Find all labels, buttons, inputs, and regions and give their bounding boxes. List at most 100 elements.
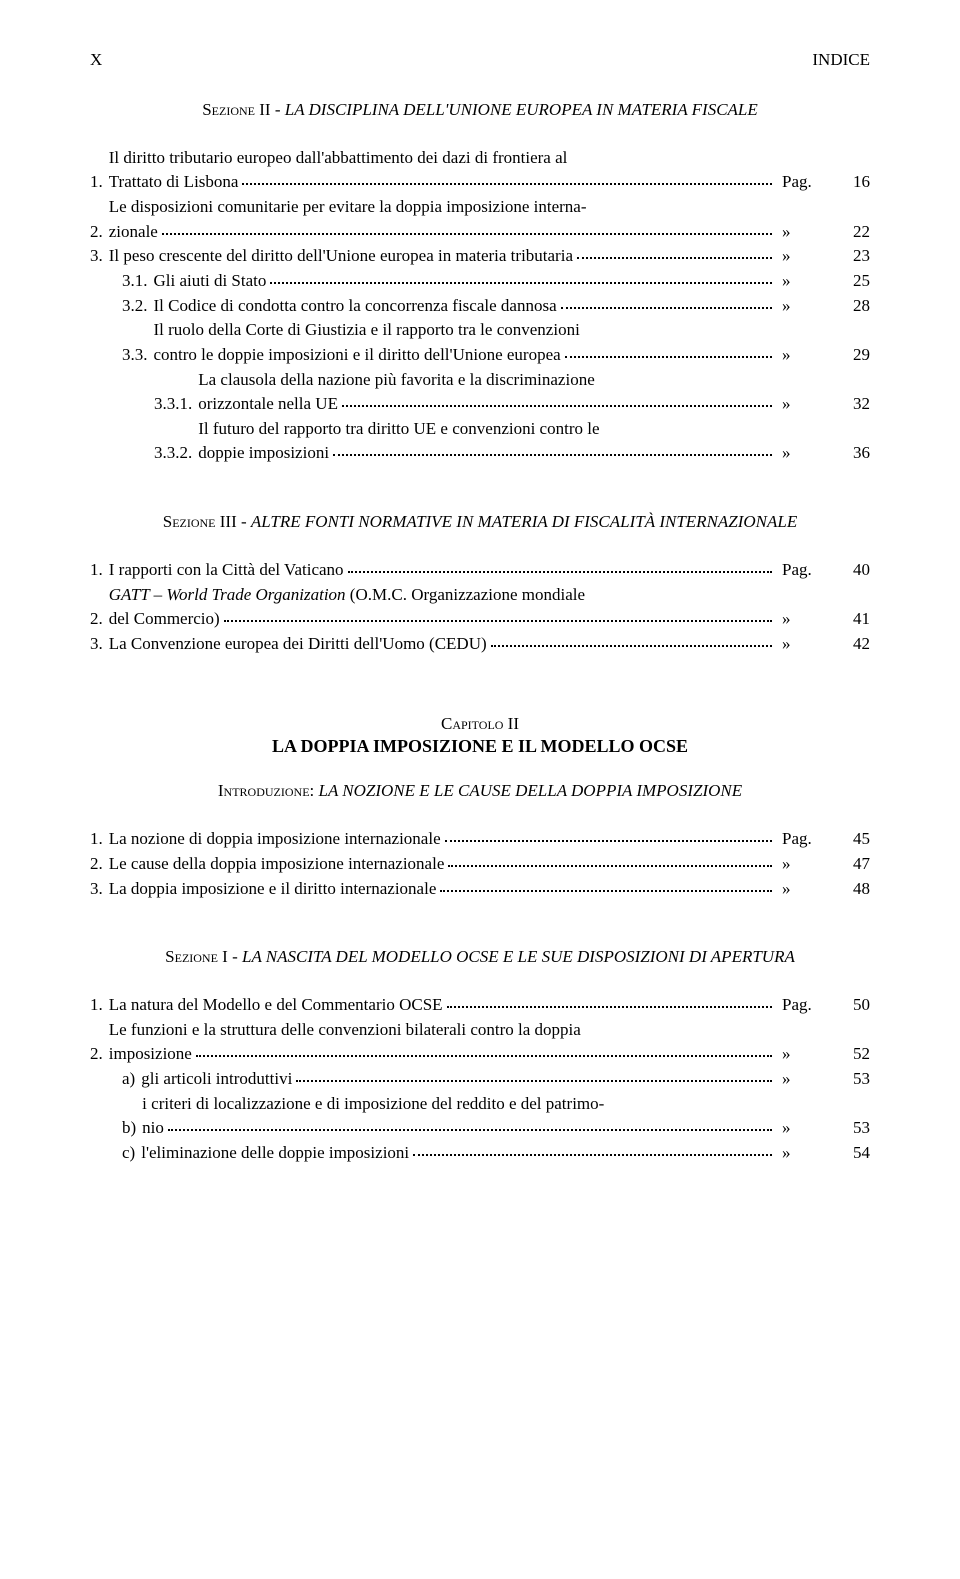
toc-text-last: I rapporti con la Città del Vaticano (109, 558, 344, 583)
toc-sep: » (776, 632, 830, 657)
toc-num: 3.2. (122, 294, 154, 319)
toc-label: Il diritto tributario europeo dall'abbat… (109, 146, 776, 195)
running-header: X INDICE (90, 50, 870, 70)
leader-dots (448, 856, 772, 867)
dash: - (241, 512, 251, 531)
toc-row: 3.1. Gli aiuti di Stato » 25 (90, 269, 870, 294)
toc-page: 25 (830, 269, 870, 294)
toc-page: 41 (830, 607, 870, 632)
toc-sep: » (776, 269, 830, 294)
toc-sep: » (776, 244, 830, 269)
toc-label: Il Codice di condotta contro la concorre… (154, 294, 777, 319)
section-subtitle: ALTRE FONTI NORMATIVE IN MATERIA DI FISC… (251, 512, 797, 531)
toc-page: 28 (830, 294, 870, 319)
toc-num: 2. (90, 607, 109, 632)
toc-row: 2. Le cause della doppia imposizione int… (90, 852, 870, 877)
toc-text-line: Il ruolo della Corte di Giustizia e il r… (154, 318, 777, 343)
toc-text-last: Trattato di Lisbona (109, 170, 239, 195)
toc-page: 45 (830, 827, 870, 852)
intro-title: Introduzione: LA NOZIONE E LE CAUSE DELL… (90, 779, 870, 803)
toc-page: 36 (830, 441, 870, 466)
toc-row: 2. Le disposizioni comunitarie per evita… (90, 195, 870, 244)
toc-text-last: La Convenzione europea dei Diritti dell'… (109, 632, 487, 657)
chapter-title: LA DOPPIA IMPOSIZIONE E IL MODELLO OCSE (90, 736, 870, 757)
toc-label: La clausola della nazione più favorita e… (198, 368, 776, 417)
toc-label: i criteri di localizzazione e di imposiz… (142, 1092, 776, 1141)
toc-num: 3.3.1. (154, 392, 198, 417)
leader-dots (561, 297, 772, 308)
toc-text-last: La doppia imposizione e il diritto inter… (109, 877, 437, 902)
section-3-toc: 1. I rapporti con la Città del Vaticano … (90, 558, 870, 657)
section-i-title: Sezione I - LA NASCITA DEL MODELLO OCSE … (90, 945, 870, 969)
toc-label: Gli aiuti di Stato (154, 269, 777, 294)
toc-label: La doppia imposizione e il diritto inter… (109, 877, 776, 902)
toc-sep: Pag. (776, 993, 830, 1018)
toc-sep: Pag. (776, 827, 830, 852)
toc-label: Le funzioni e la struttura delle convenz… (109, 1018, 776, 1067)
toc-text-last: La nozione di doppia imposizione interna… (109, 827, 441, 852)
toc-page: 53 (830, 1116, 870, 1141)
italic-span: GATT – World Trade Organization (109, 585, 346, 604)
toc-text-last: contro le doppie imposizioni e il diritt… (154, 343, 561, 368)
section-3-title: Sezione III - ALTRE FONTI NORMATIVE IN M… (90, 510, 870, 534)
toc-label: Le cause della doppia imposizione intern… (109, 852, 776, 877)
leader-dots (447, 997, 772, 1008)
toc-text-last: Il peso crescente del diritto dell'Union… (109, 244, 573, 269)
toc-sep: Pag. (776, 558, 830, 583)
chapter-label: Capitolo II (90, 714, 870, 734)
leader-dots (162, 223, 772, 234)
section-prefix: Sezione I (165, 947, 228, 966)
toc-page: 16 (830, 170, 870, 195)
intro-prefix: Introduzione: (218, 781, 314, 800)
toc-sep: » (776, 392, 830, 417)
toc-page: 22 (830, 220, 870, 245)
toc-num: 3.1. (122, 269, 154, 294)
toc-text-last: Le cause della doppia imposizione intern… (109, 852, 445, 877)
toc-row: 1. Il diritto tributario europeo dall'ab… (90, 146, 870, 195)
section-prefix: Sezione III (163, 512, 237, 531)
toc-num: 3.3.2. (154, 441, 198, 466)
section-subtitle: LA NASCITA DEL MODELLO OCSE E LE SUE DIS… (242, 947, 795, 966)
leader-dots (270, 273, 772, 284)
dash: - (232, 947, 242, 966)
toc-row: 3.2. Il Codice di condotta contro la con… (90, 294, 870, 319)
toc-text-last: nio (142, 1116, 164, 1141)
toc-row: 2. GATT – World Trade Organization (O.M.… (90, 583, 870, 632)
toc-label: l'eliminazione delle doppie imposizioni (141, 1141, 776, 1166)
toc-label: La nozione di doppia imposizione interna… (109, 827, 776, 852)
toc-sep: » (776, 1141, 830, 1166)
toc-num: 1. (90, 170, 109, 195)
section-prefix: Sezione II (202, 100, 270, 119)
toc-text-last: La natura del Modello e del Commentario … (109, 993, 443, 1018)
toc-page: 23 (830, 244, 870, 269)
toc-page: 42 (830, 632, 870, 657)
toc-text-line: La clausola della nazione più favorita e… (198, 368, 776, 393)
toc-sep: » (776, 343, 830, 368)
toc-row: 2. Le funzioni e la struttura delle conv… (90, 1018, 870, 1067)
toc-text-line: i criteri di localizzazione e di imposiz… (142, 1092, 776, 1117)
toc-label: I rapporti con la Città del Vaticano (109, 558, 776, 583)
leader-dots (348, 562, 772, 573)
toc-num: 3.3. (122, 343, 154, 368)
toc-num: 3. (90, 244, 109, 269)
page: X INDICE Sezione II - LA DISCIPLINA DELL… (0, 0, 960, 1255)
toc-row: 3.3.2. Il futuro del rapporto tra diritt… (90, 417, 870, 466)
page-marker: X (90, 50, 102, 70)
leader-dots (168, 1120, 772, 1131)
toc-label: La Convenzione europea dei Diritti dell'… (109, 632, 776, 657)
section-i-toc: 1. La natura del Modello e del Commentar… (90, 993, 870, 1165)
toc-num: 3. (90, 632, 109, 657)
toc-text-last: gli articoli introduttivi (141, 1067, 292, 1092)
leader-dots (242, 174, 772, 185)
toc-page: 54 (830, 1141, 870, 1166)
toc-text-last: zionale (109, 220, 158, 245)
section-2-title: Sezione II - LA DISCIPLINA DELL'UNIONE E… (90, 98, 870, 122)
toc-sep: » (776, 294, 830, 319)
toc-row: 3. La Convenzione europea dei Diritti de… (90, 632, 870, 657)
toc-row: 3.3.1. La clausola della nazione più fav… (90, 368, 870, 417)
toc-label: La natura del Modello e del Commentario … (109, 993, 776, 1018)
toc-sep: » (776, 1042, 830, 1067)
toc-label: GATT – World Trade Organization (O.M.C. … (109, 583, 776, 632)
toc-text-line: Il futuro del rapporto tra diritto UE e … (198, 417, 776, 442)
toc-page: 40 (830, 558, 870, 583)
